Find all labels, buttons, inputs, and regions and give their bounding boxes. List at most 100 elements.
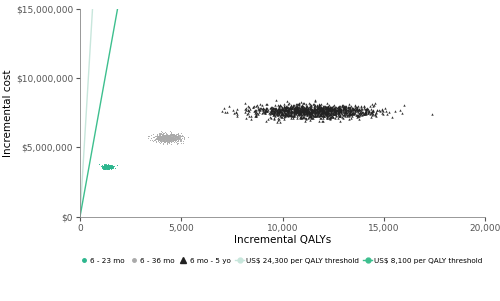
Point xyxy=(385,110,393,115)
Point xyxy=(262,108,270,113)
Point xyxy=(290,113,298,117)
Point xyxy=(282,105,290,110)
Point xyxy=(168,138,176,143)
Point xyxy=(162,136,170,141)
Point xyxy=(162,136,170,141)
Point xyxy=(328,111,336,116)
Point xyxy=(220,106,228,111)
Point xyxy=(330,107,338,111)
Point xyxy=(173,136,181,141)
Point xyxy=(104,163,112,168)
Point xyxy=(320,109,328,114)
Point xyxy=(302,107,310,112)
Point xyxy=(106,163,114,168)
Point xyxy=(169,134,177,139)
Point xyxy=(104,166,112,171)
Point xyxy=(165,138,173,142)
Point xyxy=(253,110,261,115)
Point xyxy=(302,109,310,114)
Point xyxy=(350,107,358,112)
Point xyxy=(104,166,112,170)
Point xyxy=(300,101,308,106)
Point xyxy=(294,109,302,114)
Point xyxy=(334,110,342,114)
Point xyxy=(298,112,306,117)
Point xyxy=(165,135,173,139)
Point xyxy=(286,110,294,115)
Point xyxy=(108,164,116,169)
Point xyxy=(270,109,278,114)
Point xyxy=(98,165,106,170)
Point xyxy=(167,135,175,140)
Point xyxy=(244,111,252,116)
Point xyxy=(334,116,342,120)
Point xyxy=(107,164,115,169)
Point xyxy=(164,138,172,142)
Point xyxy=(292,108,300,113)
Point xyxy=(322,111,330,116)
Point xyxy=(354,108,362,113)
Point xyxy=(283,108,291,113)
Point xyxy=(158,132,166,137)
Point xyxy=(106,165,114,169)
Point xyxy=(100,164,108,169)
Point xyxy=(104,164,112,169)
Point xyxy=(306,111,314,116)
Point xyxy=(164,136,172,141)
Point xyxy=(176,132,184,137)
Point xyxy=(286,106,294,111)
Point xyxy=(163,137,171,142)
Point xyxy=(380,105,388,110)
Point xyxy=(310,107,318,112)
Point xyxy=(103,163,111,168)
Point xyxy=(296,115,304,120)
Point xyxy=(306,116,314,121)
Point xyxy=(268,108,276,113)
Point xyxy=(101,166,109,170)
Point xyxy=(295,111,303,116)
Point xyxy=(101,166,109,170)
Point xyxy=(310,106,318,111)
Point xyxy=(352,105,360,110)
Point xyxy=(164,133,172,138)
Point xyxy=(270,112,278,116)
Point xyxy=(304,106,312,111)
Point xyxy=(284,107,292,112)
Point xyxy=(106,164,114,169)
Point xyxy=(168,132,176,137)
Point xyxy=(152,134,160,138)
Point xyxy=(342,104,349,108)
Point xyxy=(339,113,347,117)
Point xyxy=(286,104,294,109)
Point xyxy=(262,108,270,113)
Point xyxy=(102,165,110,169)
Point xyxy=(294,109,302,114)
Point xyxy=(282,107,290,112)
Point xyxy=(164,136,172,141)
Point xyxy=(302,109,310,113)
Point xyxy=(159,134,167,138)
Point xyxy=(365,110,373,114)
Point xyxy=(368,112,376,117)
Point xyxy=(314,111,322,116)
Point xyxy=(268,107,276,112)
Point xyxy=(169,138,177,143)
Point xyxy=(267,106,275,110)
Point xyxy=(317,111,325,116)
Point xyxy=(378,107,386,112)
Point xyxy=(102,164,110,169)
Point xyxy=(368,102,376,107)
Point xyxy=(161,135,169,140)
Point xyxy=(353,109,361,114)
Point xyxy=(159,132,167,137)
Point xyxy=(166,136,173,141)
Point xyxy=(312,112,320,117)
Point xyxy=(254,105,262,110)
Point xyxy=(302,108,310,113)
Point xyxy=(161,135,169,140)
Point xyxy=(104,165,112,169)
Point xyxy=(162,138,170,143)
Point xyxy=(164,135,172,139)
Point xyxy=(153,136,161,141)
Point xyxy=(350,110,358,115)
